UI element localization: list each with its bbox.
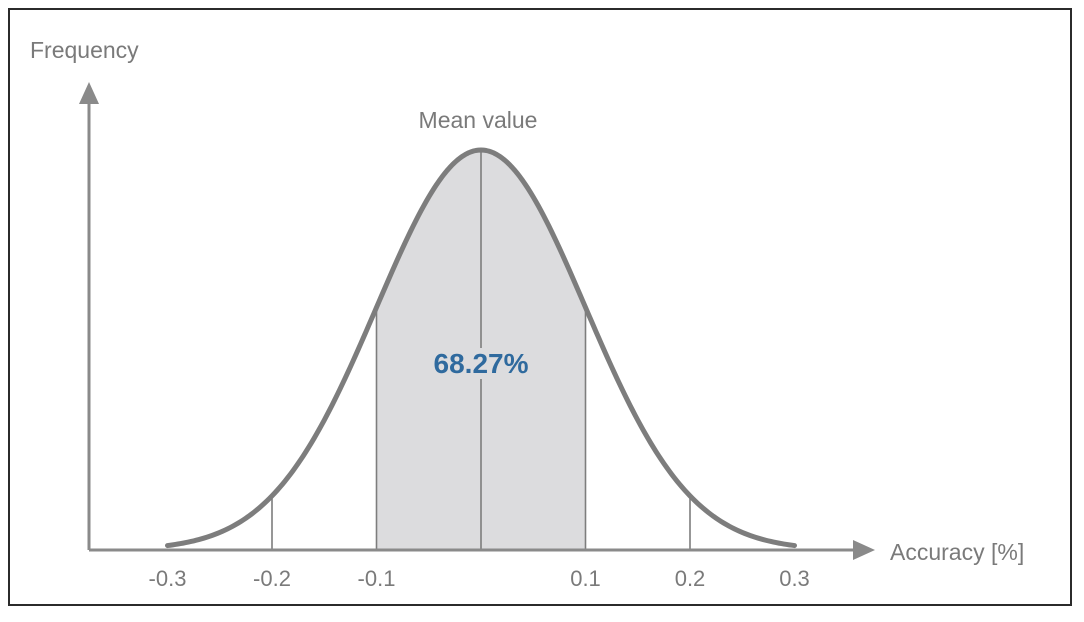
mean-value-annotation: Mean value (419, 107, 538, 133)
x-axis-arrowhead (853, 540, 875, 560)
x-tick-label: -0.2 (253, 566, 291, 591)
curve-layer (165, 147, 797, 549)
x-tick-labels: -0.3 -0.2 -0.1 0.1 0.2 0.3 (149, 566, 810, 591)
distribution-curve (165, 147, 797, 549)
y-axis-arrowhead (79, 82, 99, 104)
x-tick-label: -0.3 (149, 566, 187, 591)
shaded-percentage-label: 68.27% (434, 348, 529, 379)
x-tick-label: -0.1 (358, 566, 396, 591)
x-axis-label: Accuracy [%] (890, 539, 1024, 565)
x-tick-label: 0.1 (570, 566, 601, 591)
percentage-label-background (429, 348, 533, 379)
x-tick-label: 0.2 (675, 566, 706, 591)
y-axis-label: Frequency (30, 37, 139, 63)
axes-layer (79, 82, 875, 560)
x-tick-label: 0.3 (779, 566, 810, 591)
